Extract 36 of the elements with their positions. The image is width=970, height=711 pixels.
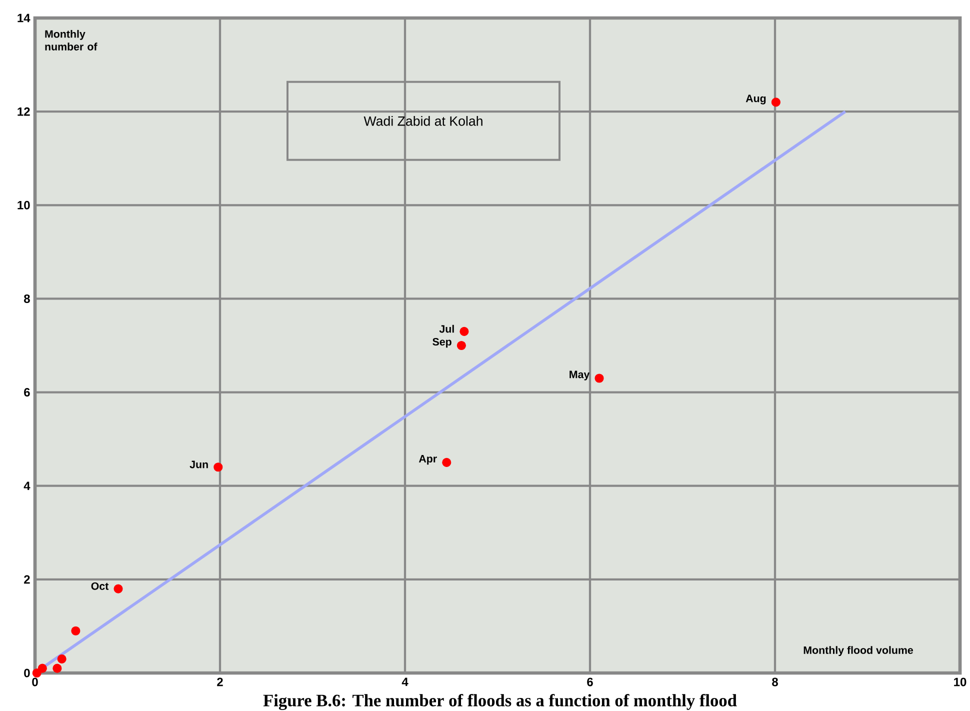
point [71, 626, 80, 636]
x-tick-label: 2 [217, 678, 223, 686]
point [460, 326, 469, 336]
y-tick-label: 2 [24, 575, 30, 584]
annotation: Apr [418, 455, 437, 465]
annotation: Sep [432, 338, 452, 348]
point [214, 462, 223, 472]
text: Wadi Zabid at Kolah [364, 116, 482, 126]
x-tick-label: 0 [32, 678, 38, 686]
y-tick-label: 10 [18, 200, 30, 210]
point [57, 654, 66, 664]
x-tick-label: 4 [402, 678, 408, 686]
text: Figure B.6: The number of floods as a function of monthly flood [263, 694, 737, 710]
point [771, 98, 780, 107]
y-tick-label: 14 [18, 14, 30, 22]
x-tick-label: 10 [954, 678, 966, 686]
annotation: Oct [91, 582, 109, 590]
point [32, 668, 42, 678]
y-tick-label: 12 [18, 107, 30, 116]
y-tick-label: 6 [24, 388, 30, 397]
y-axis-title: Monthly number of [45, 30, 98, 50]
x-tick-label: 8 [772, 678, 778, 686]
annotation: Jun [190, 460, 208, 468]
point [114, 584, 123, 594]
annotation: Aug [746, 94, 766, 104]
point [52, 664, 62, 673]
x-axis-title: Monthly flood volume [804, 646, 913, 656]
y-tick-label: 4 [24, 482, 30, 490]
y-tick-label: 0 [24, 668, 30, 678]
point [456, 340, 466, 350]
annotation: May [570, 370, 590, 380]
y-tick-label: 8 [24, 294, 30, 303]
x-tick-label: 6 [587, 678, 593, 686]
point [442, 458, 452, 467]
point [594, 374, 604, 383]
annotation: Jul [439, 324, 454, 333]
